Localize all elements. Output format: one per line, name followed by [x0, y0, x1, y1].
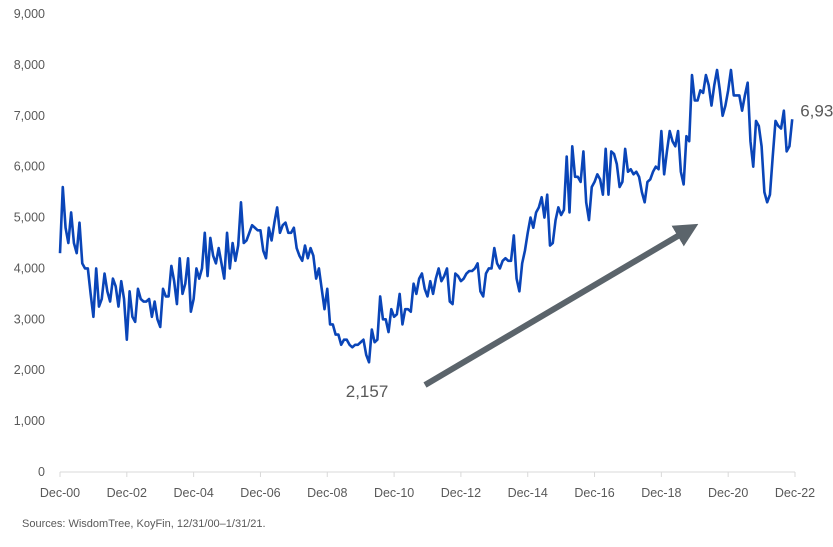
y-tick-label: 5,000: [14, 211, 45, 225]
x-tick-label: Dec-04: [173, 486, 213, 500]
y-tick-label: 9,000: [14, 7, 45, 21]
y-tick-label: 8,000: [14, 58, 45, 72]
trend-arrow: [423, 223, 699, 388]
x-tick-label: Dec-20: [708, 486, 748, 500]
y-tick-label: 0: [38, 465, 45, 479]
x-tick-label: Dec-12: [441, 486, 481, 500]
x-tick-label: Dec-18: [641, 486, 681, 500]
x-tick-label: Dec-02: [107, 486, 147, 500]
x-tick-label: Dec-00: [40, 486, 80, 500]
x-tick-label: Dec-10: [374, 486, 414, 500]
y-tick-label: 7,000: [14, 109, 45, 123]
x-axis: Dec-00 Dec-02 Dec-04 Dec-06 Dec-08 Dec-10 Dec-…: [40, 472, 815, 500]
x-tick-label: Dec-16: [574, 486, 614, 500]
x-tick-label: Dec-14: [508, 486, 548, 500]
x-tick-label: Dec-22: [775, 486, 815, 500]
source-note: Sources: WisdomTree, KoyFin, 12/31/00–1/…: [22, 518, 266, 530]
annotation-last-value: 6,931: [800, 101, 833, 120]
series-line: [58, 68, 794, 364]
x-tick-label: Dec-08: [307, 486, 347, 500]
y-tick-label: 6,000: [14, 160, 45, 174]
y-axis: 0 1,000 2,000 3,000 4,000 5,000 6,000 7,000 8,00…: [14, 7, 45, 479]
y-tick-label: 4,000: [14, 261, 45, 275]
annotation-minimum: 2,157: [346, 382, 389, 401]
y-tick-label: 2,000: [14, 363, 45, 377]
x-tick-label: Dec-06: [240, 486, 280, 500]
y-tick-label: 1,000: [14, 414, 45, 428]
y-tick-label: 3,000: [14, 312, 45, 326]
